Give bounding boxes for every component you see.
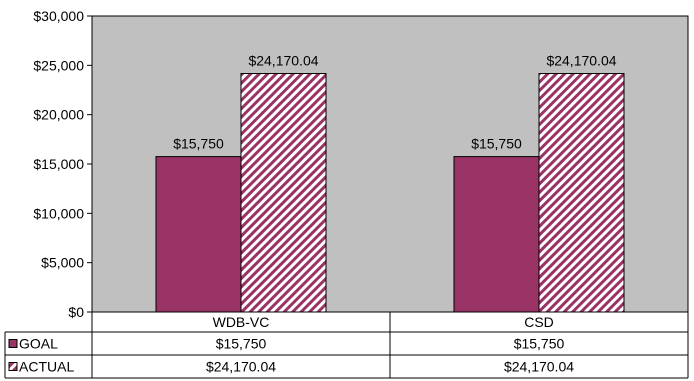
data-label-actual: $24,170.04 xyxy=(248,53,318,69)
data-label-goal: $15,750 xyxy=(173,136,224,152)
y-tick-label: $15,000 xyxy=(33,156,84,172)
x-category-label: CSD xyxy=(524,314,554,330)
data-label-goal: $15,750 xyxy=(471,136,522,152)
y-axis: $0 $5,000 $10,000 $15,000 $20,000 $25,000 $30,… xyxy=(33,8,93,320)
data-label-actual: $24,170.04 xyxy=(546,53,616,69)
y-tick-label: $0 xyxy=(68,304,84,320)
y-tick-label: $30,000 xyxy=(33,8,84,24)
table-cell-value: $15,750 xyxy=(216,336,267,352)
legend-label-actual: ACTUAL xyxy=(19,359,74,375)
y-tick-label: $25,000 xyxy=(33,57,84,73)
data-table: WDB-VC CSD GOAL $15,750 $15,750 ACTUAL $24,170… xyxy=(4,312,689,379)
bar-goal-wdb-vc xyxy=(155,156,242,313)
bar-goal-csd xyxy=(453,156,540,313)
table-cell-value: $24,170.04 xyxy=(504,359,574,375)
y-tick-label: $10,000 xyxy=(33,205,84,221)
x-category-label: WDB-VC xyxy=(213,314,270,330)
legend-key-goal xyxy=(8,339,18,348)
bar-actual-csd xyxy=(538,73,625,313)
legend-label-goal: GOAL xyxy=(19,336,58,352)
bars xyxy=(155,73,625,313)
legend-key-actual xyxy=(8,362,18,371)
bar-actual-wdb-vc xyxy=(240,73,327,313)
y-tick-label: $20,000 xyxy=(33,107,84,123)
table-cell-value: $15,750 xyxy=(514,336,565,352)
y-tick-label: $5,000 xyxy=(41,255,84,271)
table-cell-value: $24,170.04 xyxy=(206,359,276,375)
data-labels: $15,750 $24,170.04 $15,750 $24,170.04 xyxy=(173,53,617,152)
